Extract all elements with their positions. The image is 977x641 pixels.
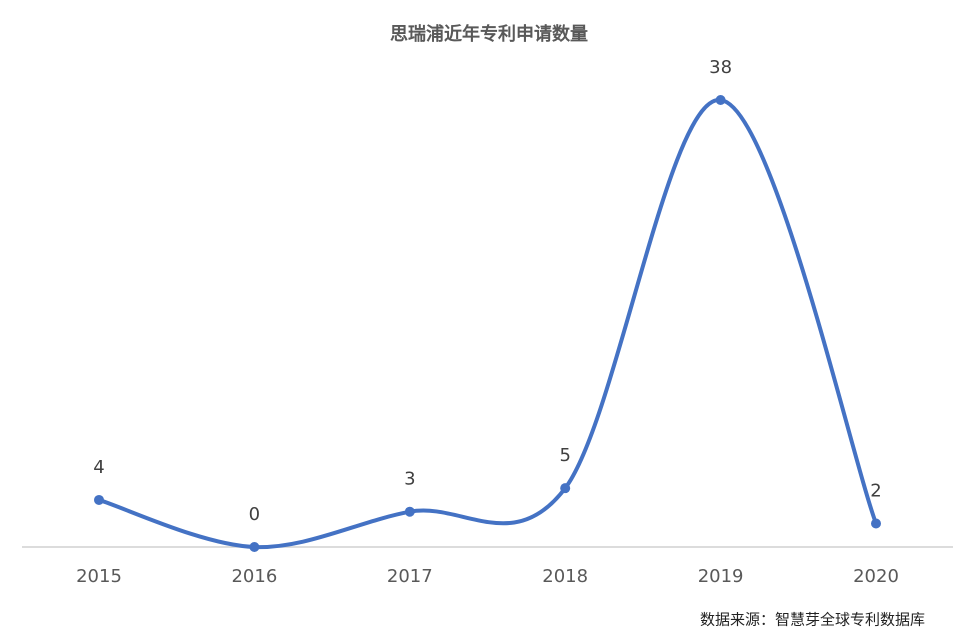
x-tick-label: 2016 [231, 566, 277, 587]
data-label: 5 [559, 445, 570, 466]
line [98, 97, 878, 550]
point [404, 506, 415, 517]
point [871, 518, 881, 529]
data-label: 0 [249, 504, 260, 525]
data-label: 4 [93, 457, 104, 478]
x-tick-label: 2020 [853, 566, 899, 587]
x-tick-label: 2019 [698, 566, 744, 587]
point [94, 494, 104, 505]
x-tick-label: 2015 [76, 566, 122, 587]
data-label: 38 [709, 57, 732, 78]
point [249, 542, 260, 552]
point [715, 95, 726, 105]
x-tick-label: 2018 [542, 566, 588, 587]
point [560, 483, 571, 494]
data-label: 3 [404, 469, 415, 490]
chart-title: 思瑞浦近年专利申请数量 [390, 23, 588, 45]
x-tick-label: 2017 [387, 566, 433, 587]
data-label: 2 [870, 480, 881, 501]
source-note: 数据来源：智慧芽全球专利数据库 [700, 611, 925, 629]
